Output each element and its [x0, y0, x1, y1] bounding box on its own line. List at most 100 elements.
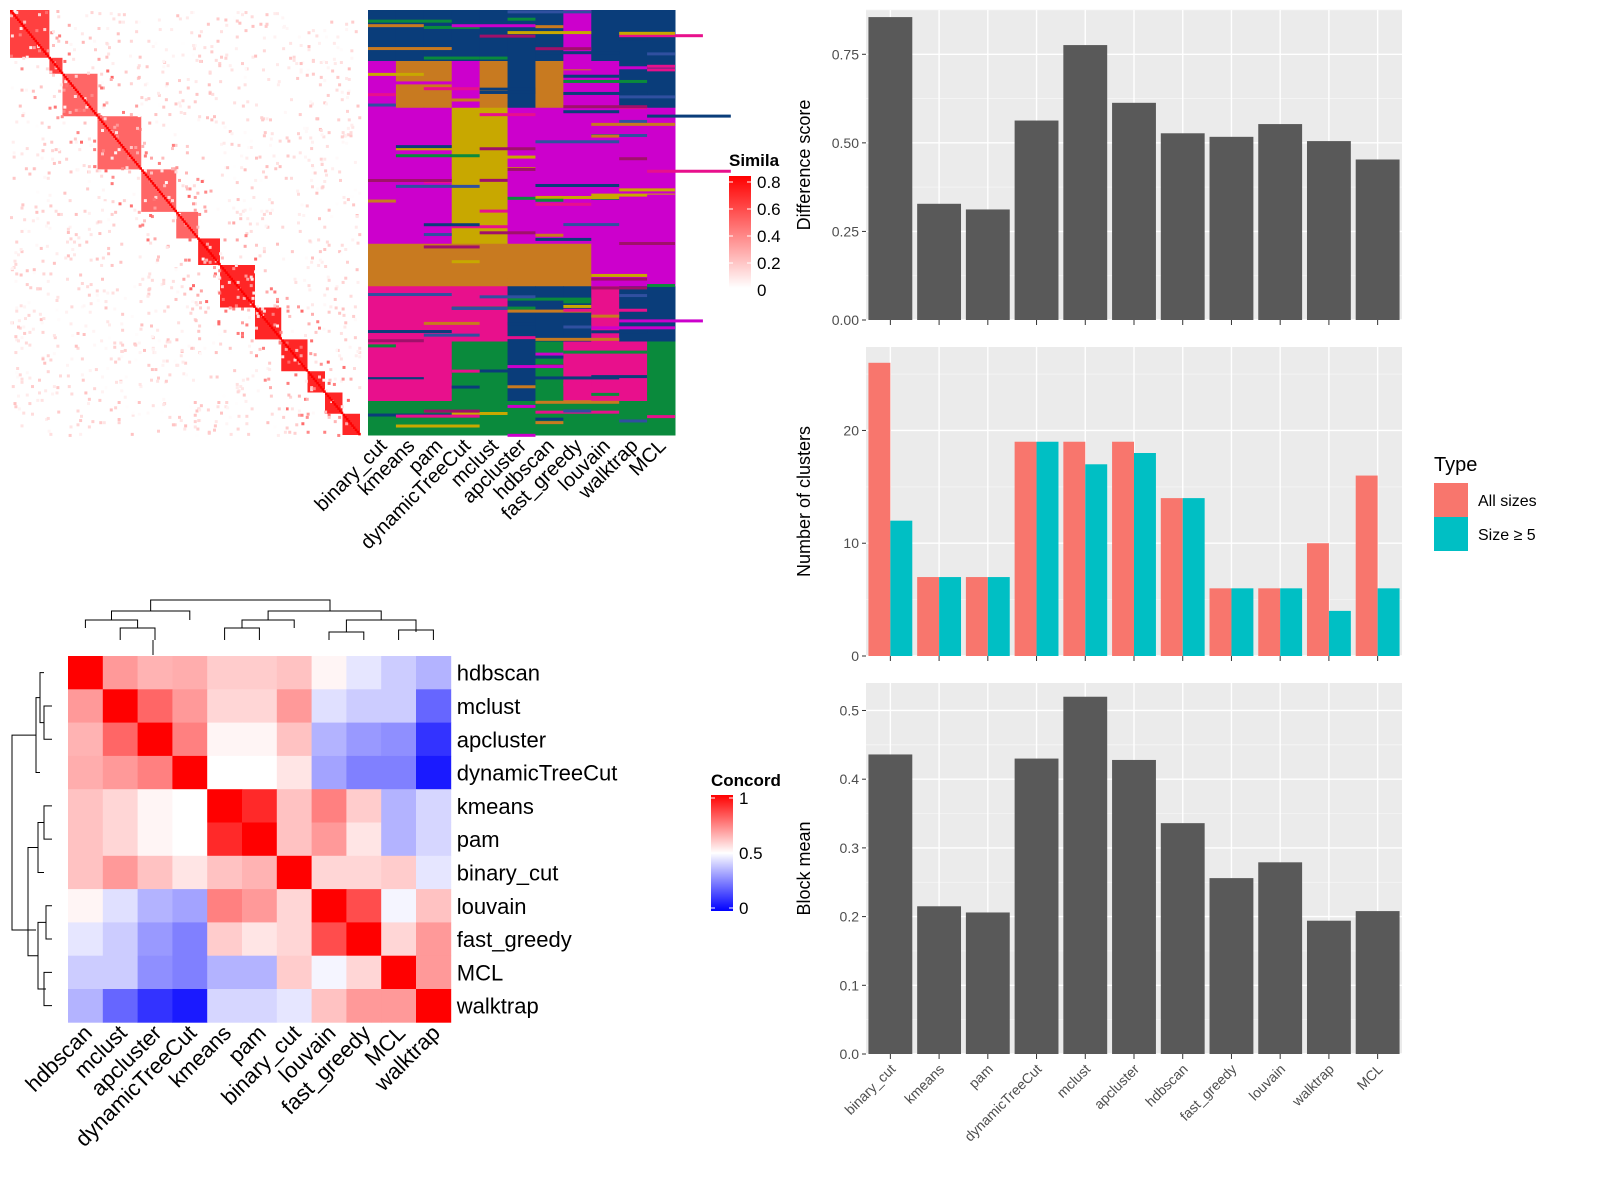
similarity-cell	[98, 12, 102, 16]
similarity-cell	[57, 39, 61, 43]
similarity-cell	[199, 59, 202, 63]
similarity-cell	[73, 95, 77, 98]
assignment-cell	[591, 401, 620, 436]
similarity-cell	[69, 425, 73, 429]
similarity-cell	[314, 330, 318, 334]
similarity-cell	[106, 320, 110, 324]
similarity-cell	[182, 372, 186, 376]
similarity-cell	[121, 328, 125, 332]
similarity-cell	[17, 394, 20, 398]
similarity-cell	[117, 83, 121, 87]
similarity-cell	[307, 158, 311, 162]
similarity-tick-label: 0.8	[757, 173, 781, 192]
similarity-cell	[240, 166, 244, 170]
assignment-stripe	[507, 10, 592, 14]
similarity-cell	[23, 218, 27, 222]
concordance-row-label: kmeans	[457, 794, 534, 819]
similarity-cell	[255, 243, 258, 247]
similarity-cell	[80, 305, 84, 309]
similarity-cell	[203, 346, 207, 350]
similarity-cell	[249, 284, 253, 288]
similarity-cell	[38, 312, 42, 316]
similarity-cell	[304, 155, 307, 159]
similarity-cell	[76, 409, 80, 413]
assignment-cell	[423, 61, 453, 109]
similarity-diagonal-cell	[304, 367, 307, 370]
similarity-cell	[315, 117, 319, 121]
bar-size-ge-5	[1134, 453, 1156, 656]
similarity-cell	[156, 379, 160, 383]
similarity-cell	[214, 186, 218, 190]
similarity-cell	[352, 342, 356, 346]
similarity-cell	[255, 222, 259, 226]
concordance-cell	[172, 722, 208, 757]
similarity-cell	[306, 68, 310, 72]
similarity-cell	[29, 286, 33, 290]
similarity-diagonal-cell	[122, 146, 125, 149]
similarity-cell	[311, 171, 314, 175]
similarity-cell	[327, 278, 331, 282]
similarity-cell	[59, 212, 63, 216]
similarity-cell	[82, 304, 86, 308]
similarity-cell	[76, 346, 80, 350]
similarity-cell	[193, 202, 197, 206]
similarity-cell	[252, 291, 256, 295]
similarity-cell	[298, 229, 302, 233]
similarity-diagonal-cell	[85, 101, 88, 104]
similarity-tick-label: 0.6	[757, 200, 781, 219]
similarity-cell	[239, 217, 243, 221]
similarity-cell	[98, 84, 102, 88]
assignment-cell	[423, 341, 453, 402]
similarity-cell	[254, 257, 258, 261]
similarity-cell	[307, 31, 311, 35]
similarity-cell	[23, 20, 27, 24]
similarity-cell	[93, 39, 97, 43]
similarity-cell	[299, 354, 303, 358]
similarity-cell	[237, 414, 241, 418]
similarity-diagonal-cell	[293, 354, 296, 357]
similarity-diagonal-cell	[316, 381, 319, 385]
assignment-stripe	[535, 202, 592, 206]
similarity-cell	[311, 166, 315, 170]
similarity-diagonal-cell	[251, 303, 254, 306]
similarity-cell	[285, 407, 289, 411]
concordance-cell	[137, 922, 173, 957]
similarity-diagonal-cell	[10, 10, 13, 13]
similarity-cell	[80, 414, 83, 418]
similarity-cell	[243, 168, 247, 172]
similarity-cell	[101, 129, 104, 132]
similarity-cell	[230, 142, 234, 146]
similarity-cell	[56, 344, 60, 348]
assignment-cell	[451, 107, 481, 245]
assignment-stripe	[591, 326, 675, 330]
similarity-cell	[236, 295, 240, 299]
similarity-cell	[24, 227, 27, 231]
concordance-cell	[172, 789, 208, 823]
similarity-cell	[236, 331, 240, 335]
concordance-cell	[207, 789, 243, 823]
similarity-cell	[118, 20, 122, 24]
similarity-cell	[47, 147, 51, 151]
similarity-cell	[264, 175, 268, 179]
similarity-cell	[151, 45, 155, 49]
assignment-stripe	[451, 385, 480, 389]
similarity-cell	[115, 123, 119, 127]
concordance-cell	[276, 889, 312, 923]
similarity-cell	[98, 169, 102, 173]
similarity-cell	[185, 151, 189, 155]
similarity-cell	[309, 100, 313, 104]
bar	[1014, 758, 1059, 1054]
similarity-cell	[101, 81, 104, 85]
similarity-cell	[97, 220, 101, 224]
assignment-stripe	[535, 417, 564, 421]
similarity-cell	[208, 91, 212, 95]
assignment-cell	[591, 341, 620, 402]
similarity-cell	[117, 357, 121, 361]
similarity-cell	[52, 44, 55, 47]
similarity-cell	[299, 345, 303, 349]
similarity-cell	[186, 78, 190, 81]
similarity-cell	[296, 76, 300, 80]
similarity-cell	[35, 243, 39, 247]
bar	[1258, 862, 1303, 1054]
concordance-cell	[207, 822, 243, 857]
